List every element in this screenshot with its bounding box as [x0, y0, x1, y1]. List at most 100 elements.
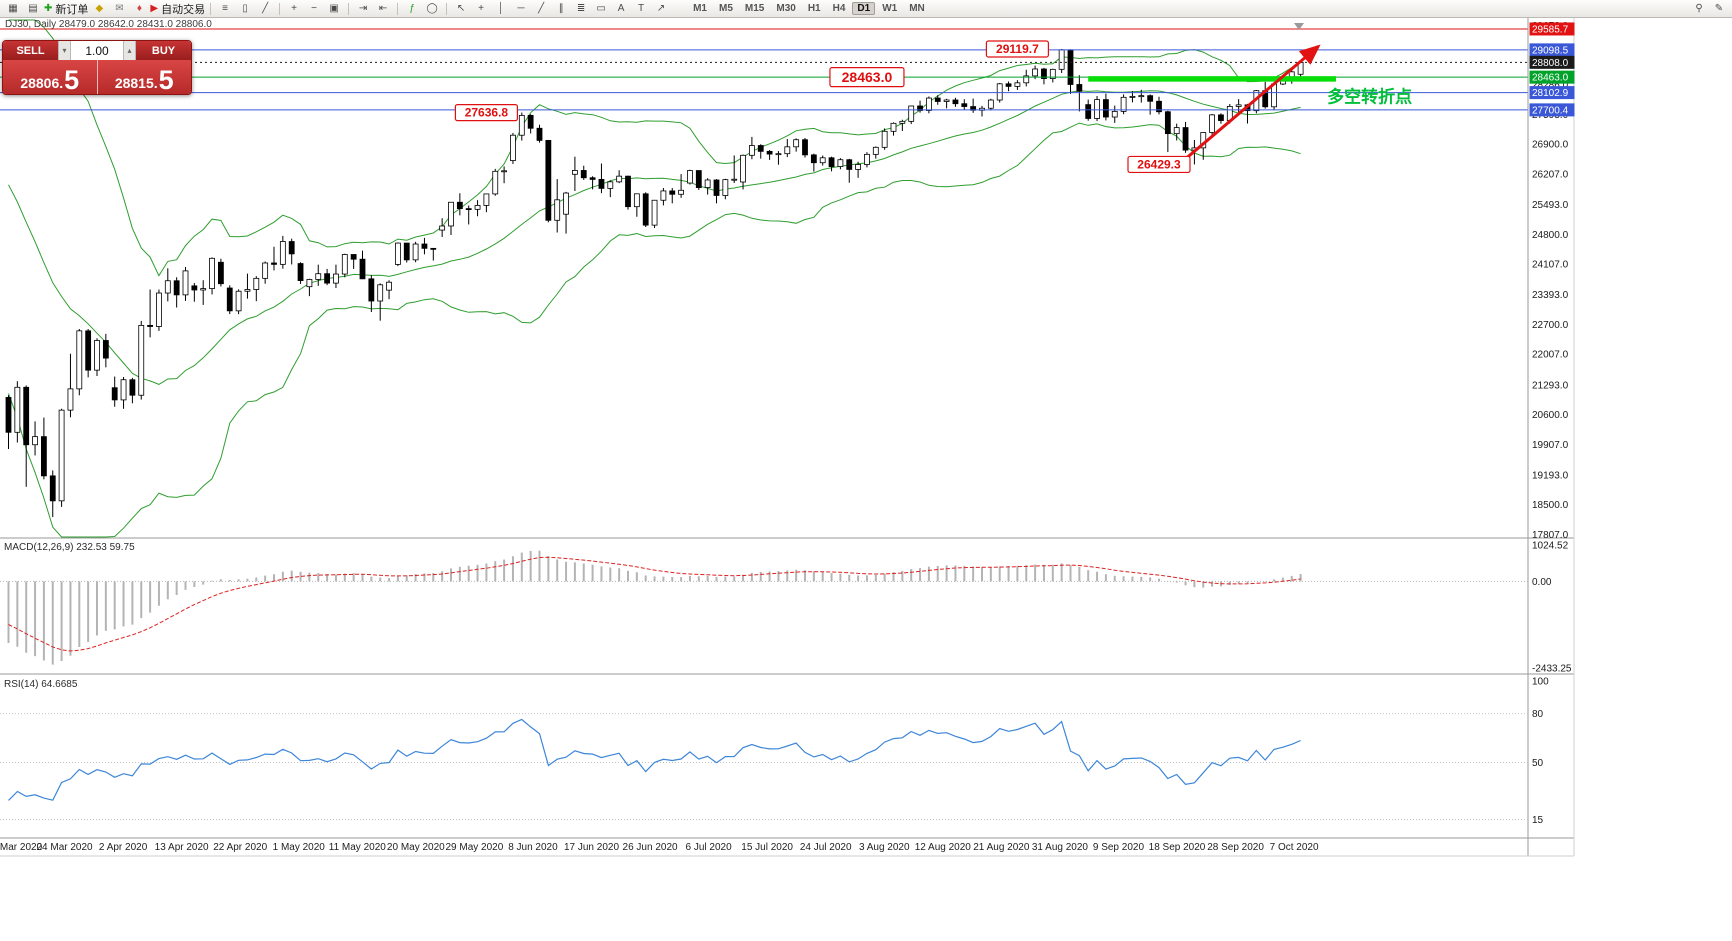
- timeframe-w1-button[interactable]: W1: [882, 3, 898, 14]
- price-callout[interactable]: 29119.7: [985, 40, 1050, 58]
- timeframe-h1-button[interactable]: H1: [807, 3, 821, 14]
- sell-price[interactable]: 28806. 5: [3, 60, 97, 94]
- price-marker-text: 28102.9: [1532, 88, 1569, 99]
- chart-window[interactable]: 29119.7 28463.0 27636.8 26429.3 多空转折点 29672.0…: [0, 0, 1575, 860]
- price-axis-label: 28286.0: [1532, 80, 1569, 91]
- price-axis-label: 22700.0: [1532, 320, 1569, 331]
- text-label-icon[interactable]: T: [632, 1, 650, 17]
- crosshair-icon-icon: +: [478, 2, 485, 14]
- toolbar-separator: [279, 2, 281, 15]
- price-axis-marker: 28808.0: [1529, 55, 1575, 69]
- price-callout[interactable]: 26429.3: [1127, 155, 1191, 174]
- timeframe-m5-button[interactable]: M5: [719, 3, 733, 14]
- arrows-icon[interactable]: ↗: [652, 1, 670, 17]
- time-axis-label: 6 Jul 2020: [686, 842, 733, 853]
- profiles-icon-icon: ▤: [28, 2, 38, 14]
- vertical-line-icon[interactable]: │: [492, 1, 510, 17]
- price-callout[interactable]: 27636.8: [454, 104, 518, 122]
- price-marker-text: 29098.5: [1532, 45, 1569, 56]
- search-icon-icon: ⚲: [1695, 2, 1703, 14]
- macd-axis-label: 1024.52: [1532, 540, 1569, 551]
- cycles-icon[interactable]: ◯: [423, 1, 441, 17]
- price-axis-label: 24800.0: [1532, 230, 1569, 241]
- time-axis-label: 28 Sep 2020: [1207, 842, 1264, 853]
- new-order-icon: ✚: [44, 2, 53, 14]
- profiles-icon[interactable]: ▤: [24, 1, 42, 17]
- candles-chart-icon-icon: ▯: [242, 2, 248, 14]
- shapes-icon-icon: ▭: [596, 2, 606, 14]
- buy-price[interactable]: 28815. 5: [98, 60, 192, 94]
- indicators-icon: ƒ: [409, 2, 415, 14]
- chart-plot-area[interactable]: [0, 18, 1528, 856]
- toolbar-separator: [348, 2, 350, 15]
- timeframe-mn-button[interactable]: MN: [909, 3, 925, 14]
- horizontal-line-icon[interactable]: ─: [512, 1, 530, 17]
- time-axis-label: 31 Aug 2020: [1032, 842, 1089, 853]
- price-axis-label: 19193.0: [1532, 471, 1569, 482]
- timeframe-m1-button[interactable]: M1: [693, 3, 707, 14]
- price-axis-marker: 29098.5: [1529, 43, 1575, 57]
- volume-input[interactable]: 1.00: [71, 41, 123, 60]
- indicators-button[interactable]: ƒ: [403, 1, 421, 17]
- trendline-icon[interactable]: ╱: [532, 1, 550, 17]
- alerts-icon[interactable]: ♦: [130, 1, 148, 17]
- price-axis-label: 26207.0: [1532, 169, 1569, 180]
- candles-chart-icon[interactable]: ▯: [236, 1, 254, 17]
- time-axis-label: 11 May 2020: [329, 842, 387, 853]
- auto-scroll-icon-icon: ⇥: [358, 2, 368, 14]
- volume-increase-button[interactable]: ▴: [123, 41, 136, 60]
- zoom-in-button[interactable]: +: [285, 1, 303, 17]
- time-axis-label: 15 Jul 2020: [741, 842, 793, 853]
- mql5-icon-icon: ◆: [95, 2, 104, 14]
- price-axis-marker: 29585.7: [1529, 22, 1575, 36]
- macd-histogram: [7, 550, 1302, 665]
- toolbar-right: ⚲ ✎: [1689, 1, 1729, 17]
- crosshair-icon[interactable]: +: [472, 1, 490, 17]
- cursor-icon[interactable]: ↖: [452, 1, 470, 17]
- chart-shift-icon[interactable]: ⇤: [374, 1, 392, 17]
- text-icon[interactable]: A: [612, 1, 630, 17]
- timeframe-h4-button[interactable]: H4: [832, 3, 846, 14]
- price-callout[interactable]: 28463.0: [829, 67, 905, 88]
- trend-arrow[interactable]: [1184, 44, 1321, 160]
- price-marker-text: 28463.0: [1532, 73, 1569, 84]
- price-axis-label: 18500.0: [1532, 500, 1569, 511]
- zoom-out-icon: −: [311, 2, 318, 14]
- time-axis-label: 7 Oct 2020: [1270, 842, 1319, 853]
- volume-decrease-button[interactable]: ▾: [58, 41, 71, 60]
- mql5-icon[interactable]: ◆: [90, 1, 108, 17]
- timeframe-m15-button[interactable]: M15: [744, 3, 765, 14]
- price-axis-label: 24107.0: [1532, 260, 1569, 271]
- macd-label: MACD(12,26,9) 232.53 59.75: [4, 542, 135, 553]
- buy-button[interactable]: BUY: [136, 41, 191, 60]
- fibonacci-icon[interactable]: ≣: [572, 1, 590, 17]
- time-axis-label: 22 Apr 2020: [213, 842, 267, 853]
- shapes-icon[interactable]: ▭: [592, 1, 610, 17]
- equidistant-channel-icon[interactable]: ∥: [552, 1, 570, 17]
- time-axis-label: 16 Mar 2020: [0, 842, 43, 853]
- zoom-out-button[interactable]: −: [305, 1, 323, 17]
- auto-trading-button[interactable]: ▶ 自动交易: [150, 1, 205, 17]
- tile-windows-icon[interactable]: ▣: [325, 1, 343, 17]
- new-chart-icon-icon: ▦: [8, 2, 18, 14]
- time-axis-label: 24 Mar 2020: [36, 842, 93, 853]
- new-order-button[interactable]: ✚ 新订单: [44, 1, 88, 17]
- bars-chart-icon-icon: ≡: [222, 2, 229, 14]
- line-chart-icon[interactable]: ╱: [256, 1, 274, 17]
- sell-button[interactable]: SELL: [3, 41, 58, 60]
- time-axis-label: 21 Aug 2020: [973, 842, 1030, 853]
- bars-chart-icon[interactable]: ≡: [216, 1, 234, 17]
- news-icon[interactable]: ✉: [110, 1, 128, 17]
- tile-windows-icon-icon: ▣: [329, 2, 339, 14]
- edit-icon[interactable]: ✎: [1710, 1, 1728, 17]
- timeframe-m30-button[interactable]: M30: [776, 3, 796, 14]
- search-icon[interactable]: ⚲: [1690, 1, 1708, 17]
- timeframe-d1-button[interactable]: D1: [852, 2, 876, 15]
- auto-scroll-icon[interactable]: ⇥: [354, 1, 372, 17]
- new-chart-icon[interactable]: ▦: [4, 1, 22, 17]
- cursor-icon-icon: ↖: [456, 2, 466, 14]
- chart-shift-marker: [1294, 23, 1304, 30]
- trade-panel-prices: 28806. 5 28815. 5: [3, 60, 191, 94]
- support-zone[interactable]: [1088, 76, 1336, 82]
- price-axis-label: 25493.0: [1532, 200, 1569, 211]
